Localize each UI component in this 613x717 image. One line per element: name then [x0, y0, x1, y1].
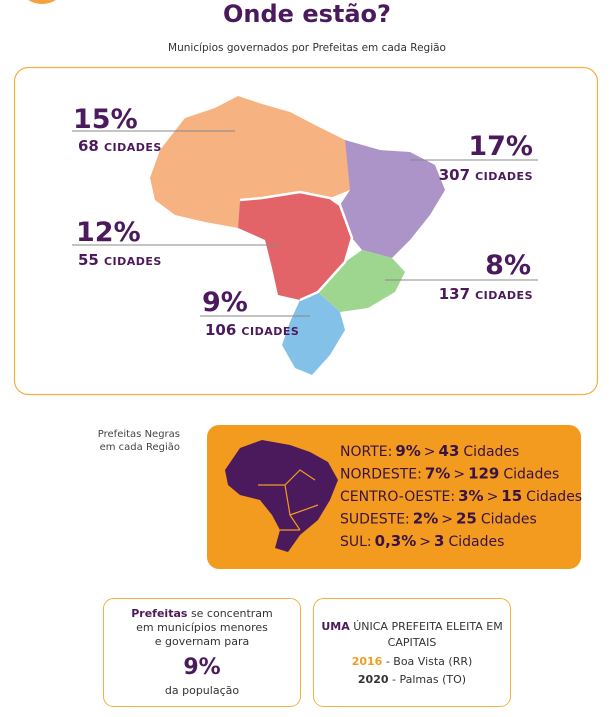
- row: SUDESTE: 2% >25 Cidades: [340, 510, 537, 528]
- region-north: [150, 96, 358, 228]
- row-percent: 9%: [395, 442, 420, 460]
- region-cities: 55 CIDADES: [78, 250, 162, 269]
- box-percent: 9%: [183, 655, 220, 680]
- caption: Prefeitas Negras: [98, 429, 180, 440]
- box-line: e governam para: [155, 635, 250, 648]
- region-percent: 8%: [485, 250, 531, 281]
- box-line: 2020 - Palmas (TO): [358, 673, 466, 686]
- region-percent: 15%: [73, 104, 138, 135]
- row-count: 129: [468, 465, 499, 483]
- year: 2016: [352, 655, 383, 668]
- box-line: UMA ÚNICA PREFEITA ELEITA EM: [321, 620, 502, 633]
- box-line: 2016 - Boa Vista (RR): [352, 655, 473, 668]
- concentration-box: [103, 598, 301, 707]
- city-label: CIDADES: [475, 170, 533, 183]
- decor-circle: [28, 0, 56, 4]
- subtitle: Municípios governados por Prefeitas em c…: [168, 42, 446, 54]
- region-map: [150, 96, 445, 375]
- city: - Palmas (TO): [392, 673, 466, 686]
- row-sep: >: [419, 534, 431, 550]
- map-box: [13, 66, 599, 396]
- box-line: da população: [165, 684, 239, 697]
- box-line: CAPITAIS: [388, 636, 437, 649]
- capitals-box: [313, 598, 511, 707]
- row-percent: 2%: [413, 510, 438, 528]
- city-label: CIDADES: [104, 255, 162, 268]
- row-unit: Cidades: [481, 512, 537, 528]
- city-count: 106: [205, 321, 236, 339]
- row: SUL: 0,3% >3 Cidades: [340, 532, 504, 550]
- box-text: ÚNICA PREFEITA ELEITA EM: [353, 620, 502, 633]
- row-region: SUL:: [340, 534, 372, 550]
- box-line: em municípios menores: [136, 621, 268, 634]
- row-region: NORDESTE:: [340, 467, 422, 483]
- region-cities: 106 CIDADES: [205, 320, 299, 339]
- row-sep: >: [453, 467, 465, 483]
- region-percent: 17%: [468, 131, 533, 162]
- row-unit: Cidades: [526, 489, 582, 505]
- city-count: 137: [439, 285, 470, 303]
- city-label: CIDADES: [241, 325, 299, 338]
- region-percent: 12%: [76, 217, 141, 248]
- row-region: SUDESTE:: [340, 512, 410, 528]
- box-line: Prefeitas se concentram: [131, 607, 273, 620]
- row: NORDESTE: 7% >129 Cidades: [340, 465, 559, 483]
- row-sep: >: [424, 444, 436, 460]
- city-label: CIDADES: [475, 289, 533, 302]
- row-count: 15: [501, 487, 522, 505]
- title: Onde estão?: [223, 0, 391, 28]
- region-center-west: [238, 192, 352, 300]
- caption: em cada Região: [100, 442, 180, 453]
- row-sep: >: [487, 489, 499, 505]
- region-cities: 137 CIDADES: [439, 284, 533, 303]
- row-region: NORTE:: [340, 444, 392, 460]
- region-southeast: [318, 250, 405, 312]
- row-sep: >: [441, 512, 453, 528]
- row-percent: 7%: [425, 465, 450, 483]
- small-map: [225, 440, 338, 552]
- box-bold: Prefeitas: [131, 607, 188, 620]
- leader-lines: [72, 130, 538, 317]
- region-cities: 307 CIDADES: [439, 165, 533, 184]
- row-count: 25: [456, 510, 477, 528]
- row-percent: 3%: [458, 487, 483, 505]
- box-bold: UMA: [321, 620, 350, 633]
- city-count: 307: [439, 166, 470, 184]
- year: 2020: [358, 673, 389, 686]
- box-text: se concentram: [191, 607, 273, 620]
- row-percent: 0,3%: [375, 532, 417, 550]
- row-count: 43: [439, 442, 460, 460]
- row-region: CENTRO-OESTE:: [340, 489, 455, 505]
- row: NORTE: 9% >43 Cidades: [340, 442, 519, 460]
- row-count: 3: [434, 532, 444, 550]
- city-count: 68: [78, 137, 99, 155]
- row-unit: Cidades: [448, 534, 504, 550]
- row: CENTRO-OESTE: 3% >15 Cidades: [340, 487, 582, 505]
- region-percent: 9%: [202, 287, 248, 318]
- region-border: [239, 190, 354, 302]
- row-unit: Cidades: [463, 444, 519, 460]
- city: - Boa Vista (RR): [386, 655, 472, 668]
- city-count: 55: [78, 251, 99, 269]
- row-unit: Cidades: [503, 467, 559, 483]
- region-cities: 68 CIDADES: [78, 136, 162, 155]
- region-northeast: [340, 140, 445, 258]
- region-south: [282, 292, 345, 375]
- city-label: CIDADES: [104, 141, 162, 154]
